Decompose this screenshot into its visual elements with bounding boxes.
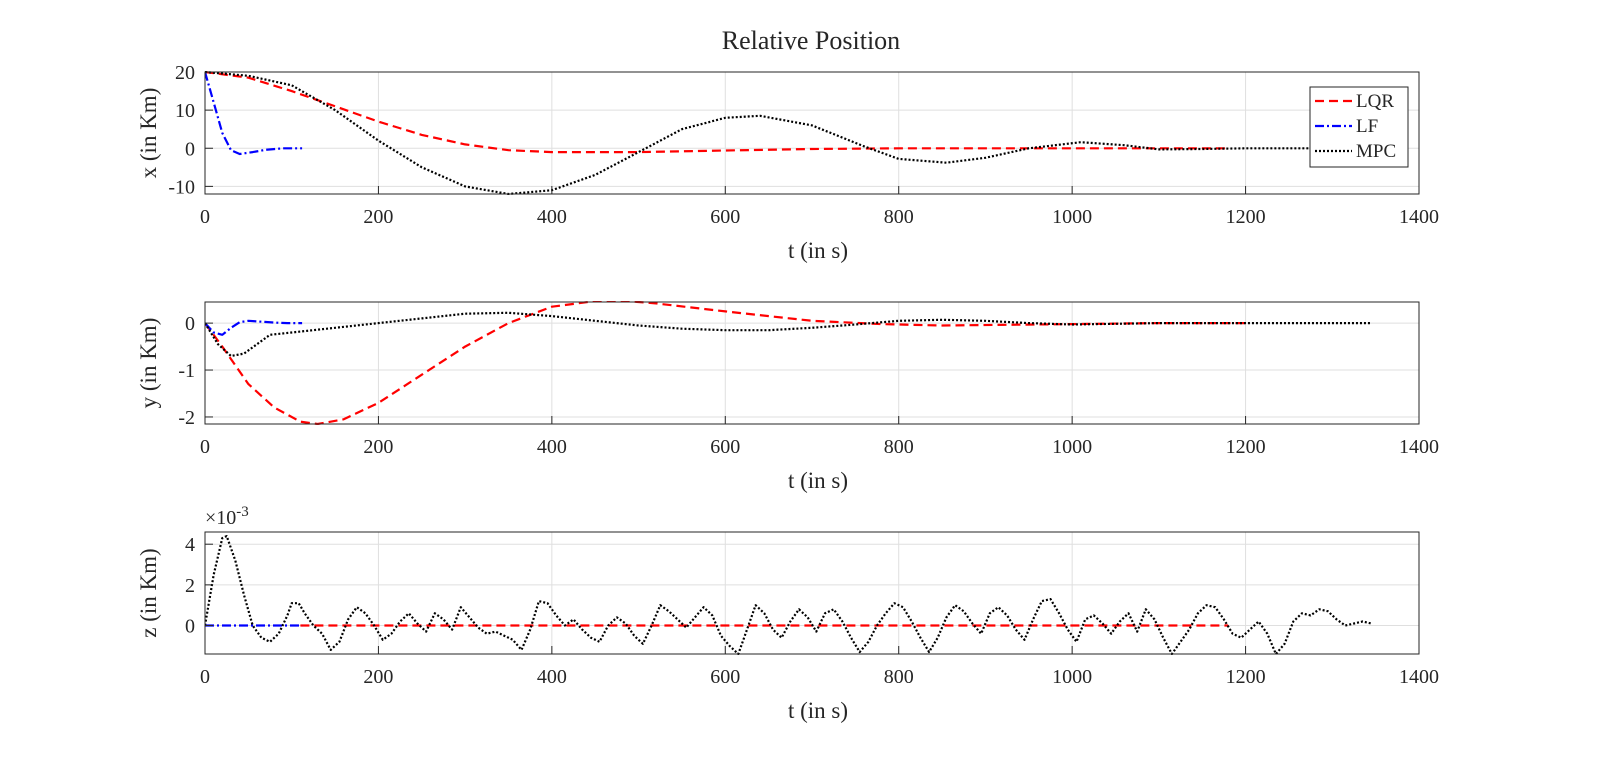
x-tick-label: 200 (363, 436, 393, 458)
x-tick-label: 600 (710, 436, 740, 458)
series-line-mpc (205, 311, 1372, 358)
axes-box (204, 531, 1420, 655)
x-axis-label: t (in s) (788, 238, 848, 263)
x-axis-label: t (in s) (788, 698, 848, 723)
y-axis-label: z (in Km) (136, 548, 161, 637)
axes-box (204, 71, 1420, 195)
subplot-2: 0 200 400 600 800 1000 1200 1400 -2 -1 0 t (in s) y … (136, 301, 1439, 493)
series-line-lf (205, 319, 303, 336)
legend-box (1309, 86, 1409, 168)
series-line-lf (205, 71, 303, 156)
legend-label-lf: LF (1356, 116, 1378, 137)
legend-label-mpc: MPC (1356, 141, 1396, 162)
series-group (205, 71, 1367, 195)
x-tick-label: 0 (200, 666, 210, 688)
y-axis-label: y (in Km) (136, 318, 161, 409)
y-tick-label: -10 (168, 176, 195, 198)
y-tick-label: 0 (185, 138, 195, 160)
y-tick-label: 4 (185, 534, 195, 556)
y-axis-label: x (in Km) (136, 88, 161, 179)
chart-title: Relative Position (722, 26, 900, 55)
x-tick-label: 600 (710, 206, 740, 228)
legend: LQR LF MPC (1309, 86, 1409, 168)
x-axis-label: t (in s) (788, 468, 848, 493)
x-tick-label: 400 (537, 666, 567, 688)
plot-area (205, 72, 1419, 194)
plot-area (205, 302, 1419, 424)
y-tick-label: 10 (175, 100, 195, 122)
subplot-3: 0 200 400 600 800 1000 1200 1400 0 2 4 t (in s) z (i… (136, 504, 1439, 723)
axis-multiplier: ×10-3 (205, 504, 249, 529)
x-tick-label: 600 (710, 666, 740, 688)
y-tick-label: 20 (175, 62, 195, 84)
x-tick-label: 800 (884, 206, 914, 228)
x-tick-label: 1000 (1052, 206, 1092, 228)
series-group (205, 301, 1372, 425)
y-tick-label: 0 (185, 313, 195, 335)
x-tick-label: 1400 (1399, 436, 1439, 458)
x-tick-label: 1200 (1226, 206, 1266, 228)
series-group (205, 534, 1372, 655)
x-tick-label: 200 (363, 666, 393, 688)
y-tick-label: -1 (178, 360, 195, 382)
x-tick-label: 1000 (1052, 666, 1092, 688)
axes-box (204, 301, 1420, 425)
x-tick-label: 400 (537, 436, 567, 458)
x-tick-label: 0 (200, 206, 210, 228)
series-line-mpc (205, 71, 1367, 195)
x-tick-label: 0 (200, 436, 210, 458)
legend-label-lqr: LQR (1356, 91, 1394, 112)
x-tick-label: 800 (884, 436, 914, 458)
y-tick-label: 2 (185, 575, 195, 597)
x-tick-label: 1400 (1399, 666, 1439, 688)
x-tick-label: 800 (884, 666, 914, 688)
x-tick-label: 1000 (1052, 436, 1092, 458)
x-tick-label: 1200 (1226, 666, 1266, 688)
x-tick-label: 200 (363, 206, 393, 228)
y-tick-label: 0 (185, 616, 195, 638)
y-tick-label: -2 (178, 407, 195, 429)
series-line-mpc (205, 534, 1372, 655)
plot-area (205, 532, 1419, 654)
x-tick-label: 400 (537, 206, 567, 228)
x-tick-label: 1200 (1226, 436, 1266, 458)
x-tick-label: 1400 (1399, 206, 1439, 228)
